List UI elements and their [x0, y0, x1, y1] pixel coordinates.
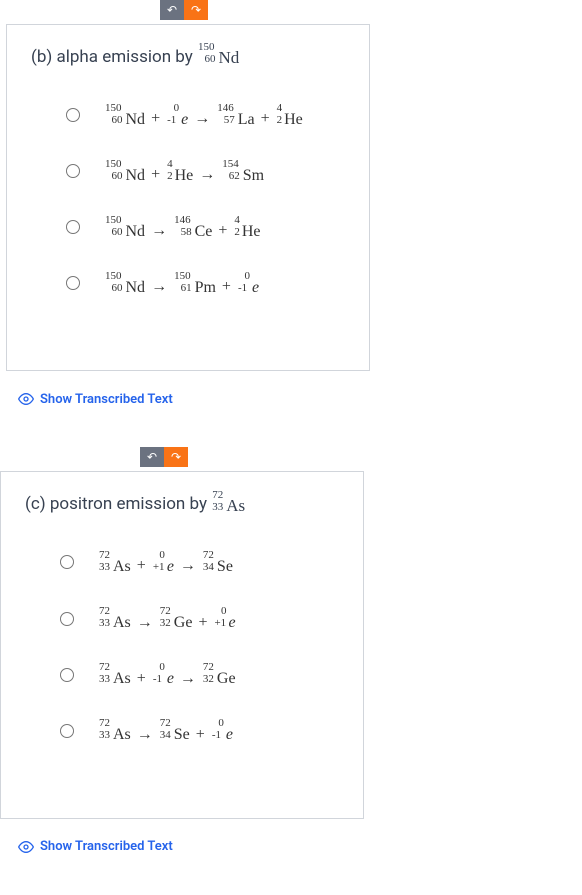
option-radio[interactable] — [60, 724, 74, 738]
question-card: (b) alpha emission by 150 60 Nd 150 60 N… — [6, 24, 370, 371]
option-3: 150 60 Nd → 150 61 Pm + 0 -1 e — [61, 274, 345, 300]
question-1: ↶ ↷ (c) positron emission by 72 33 As 72… — [0, 447, 582, 854]
option-1: 150 60 Nd + 4 2 He → 154 62 Sm — [61, 162, 345, 188]
show-transcribed-button[interactable]: Show Transcribed Text — [18, 391, 582, 407]
eye-icon — [18, 391, 34, 407]
question-prompt: (c) positron emission by 72 33 As — [25, 492, 339, 517]
equation: 72 33 As + 0 +1 e → 72 34 Se — [98, 553, 233, 579]
option-radio[interactable] — [60, 555, 74, 569]
prompt-text: (c) positron emission by — [25, 494, 211, 514]
redo-icon[interactable]: ↷ — [164, 447, 188, 467]
option-0: 150 60 Nd + 0 -1 e → 146 57 La + 4 2 He — [61, 106, 345, 132]
equation: 72 33 As → 72 34 Se + 0 -1 e — [98, 722, 233, 748]
eye-icon — [18, 839, 34, 855]
option-1: 72 33 As → 72 32 Ge + 0 +1 e — [55, 610, 339, 636]
question-prompt: (b) alpha emission by 150 60 Nd — [31, 45, 345, 70]
undo-icon[interactable]: ↶ — [140, 447, 164, 467]
option-radio[interactable] — [66, 220, 80, 234]
show-link-label: Show Transcribed Text — [40, 839, 173, 854]
toolbar: ↶ ↷ — [0, 447, 582, 467]
equation: 150 60 Nd + 0 -1 e → 146 57 La + 4 2 He — [104, 106, 303, 132]
equation: 150 60 Nd + 4 2 He → 154 62 Sm — [104, 162, 264, 188]
option-2: 150 60 Nd → 146 58 Ce + 4 2 He — [61, 218, 345, 244]
question-card: (c) positron emission by 72 33 As 72 33 … — [0, 471, 364, 818]
option-3: 72 33 As → 72 34 Se + 0 -1 e — [55, 722, 339, 748]
option-radio[interactable] — [66, 164, 80, 178]
option-radio[interactable] — [66, 108, 80, 122]
toolbar: ↶ ↷ — [0, 0, 582, 20]
equation: 72 33 As → 72 32 Ge + 0 +1 e — [98, 610, 236, 636]
undo-icon[interactable]: ↶ — [160, 0, 184, 20]
options-list: 72 33 As + 0 +1 e → 72 34 Se 72 33 As → … — [25, 553, 339, 748]
show-transcribed-button[interactable]: Show Transcribed Text — [18, 839, 582, 855]
redo-icon[interactable]: ↷ — [184, 0, 208, 20]
option-0: 72 33 As + 0 +1 e → 72 34 Se — [55, 553, 339, 579]
option-radio[interactable] — [60, 668, 74, 682]
show-link-label: Show Transcribed Text — [40, 392, 173, 407]
question-0: ↶ ↷ (b) alpha emission by 150 60 Nd 150 … — [0, 0, 582, 407]
option-radio[interactable] — [66, 276, 80, 290]
option-radio[interactable] — [60, 612, 74, 626]
equation: 150 60 Nd → 150 61 Pm + 0 -1 e — [104, 274, 259, 300]
options-list: 150 60 Nd + 0 -1 e → 146 57 La + 4 2 He … — [31, 106, 345, 301]
equation: 72 33 As + 0 -1 e → 72 32 Ge — [98, 666, 236, 692]
equation: 150 60 Nd → 146 58 Ce + 4 2 He — [104, 218, 261, 244]
option-2: 72 33 As + 0 -1 e → 72 32 Ge — [55, 666, 339, 692]
prompt-text: (b) alpha emission by — [31, 47, 197, 67]
